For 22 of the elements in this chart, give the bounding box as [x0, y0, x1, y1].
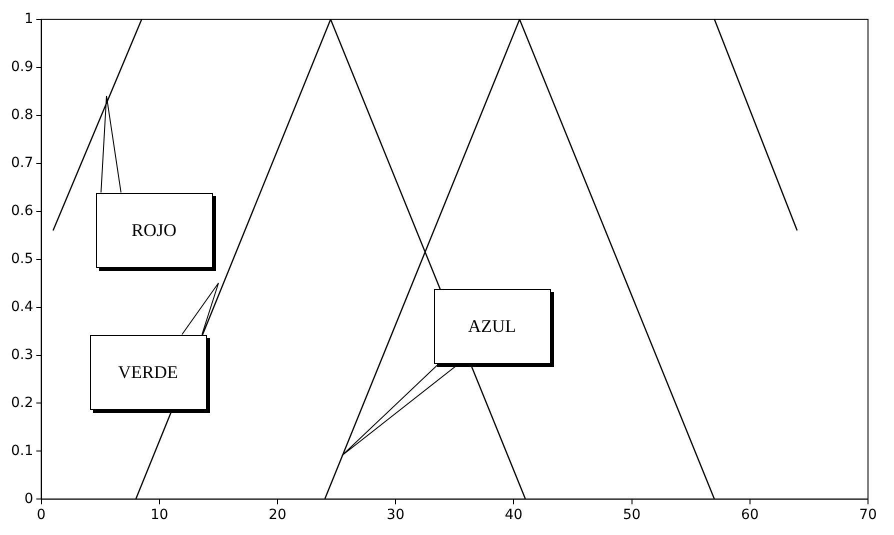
x-tick-label: 20: [268, 507, 286, 524]
y-tick-label: 0.7: [11, 154, 34, 171]
y-tick-label: 0.4: [11, 298, 34, 315]
annotation: ROJO: [131, 220, 176, 240]
y-tick-label: 0.8: [11, 107, 34, 123]
y-tick-label: 0.9: [11, 59, 34, 76]
y-tick-label: 0: [24, 490, 34, 507]
x-tick-label: 30: [386, 507, 404, 524]
y-tick-label: 1: [24, 11, 34, 28]
x-tick-label: 70: [859, 507, 877, 524]
x-tick-label: 40: [504, 507, 523, 524]
y-tick-label: 0.1: [11, 442, 34, 459]
y-tick-label: 0.5: [11, 250, 34, 267]
y-tick-label: 0.3: [11, 346, 34, 363]
x-tick-label: 50: [622, 507, 641, 524]
annotation: AZUL: [468, 316, 516, 336]
y-tick-label: 0.6: [11, 202, 34, 219]
x-tick-label: 60: [740, 507, 759, 524]
annotation: VERDE: [118, 362, 178, 382]
x-tick-label: 10: [150, 507, 168, 524]
x-tick-label: 0: [36, 507, 46, 524]
y-tick-label: 0.2: [11, 394, 34, 411]
